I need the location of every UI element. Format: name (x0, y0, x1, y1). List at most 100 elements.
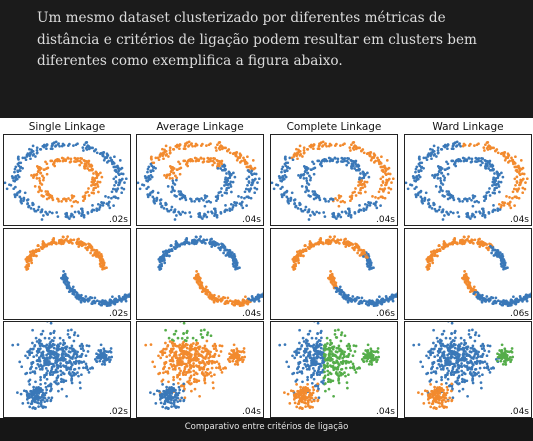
scatter-point (277, 174, 281, 178)
scatter-point (182, 362, 186, 366)
scatter-point (374, 200, 378, 204)
scatter-point (349, 149, 352, 152)
scatter-point (475, 160, 479, 163)
scatter-point (299, 203, 302, 206)
scatter-point (242, 358, 245, 362)
scatter-point (348, 146, 352, 149)
scatter-point (81, 146, 85, 149)
scatter-point (252, 167, 255, 171)
scatter-point (102, 151, 106, 154)
scatter-point (211, 344, 215, 348)
scatter-point (110, 158, 114, 162)
scatter-point (353, 144, 357, 147)
scatter-point (209, 371, 212, 374)
scatter-point (450, 159, 454, 163)
scatter-point (488, 194, 492, 197)
scatter-point (234, 263, 238, 267)
scatter-point (362, 255, 365, 258)
scatter-point (422, 166, 425, 170)
scatter-point (473, 291, 477, 294)
scatter-point (481, 244, 485, 248)
scatter-point (68, 217, 71, 220)
scatter-point (446, 244, 449, 248)
scatter-point (47, 352, 50, 355)
scatter-point (83, 194, 87, 197)
scatter-point (513, 177, 517, 181)
scatter-point (295, 256, 299, 259)
scatter-point (167, 380, 170, 384)
scatter-point (328, 142, 332, 146)
scatter-point (378, 295, 381, 299)
scatter-point (64, 352, 67, 356)
scatter-point (116, 196, 120, 200)
scatter-point (432, 154, 436, 157)
scatter-point (233, 362, 237, 366)
scatter-point (344, 245, 348, 248)
scatter-point (439, 179, 443, 183)
scatter-point (418, 158, 421, 161)
scatter-point (360, 296, 364, 300)
scatter-point (247, 297, 251, 301)
scatter-point (71, 371, 75, 374)
scatter-point (171, 188, 175, 192)
scatter-point (216, 159, 220, 163)
scatter-point (364, 190, 367, 194)
scatter-point (13, 167, 17, 171)
scatter-point (438, 165, 442, 169)
scatter-point (466, 278, 470, 282)
scatter-point (425, 158, 429, 162)
scatter-point (198, 278, 202, 282)
scatter-point (285, 195, 289, 199)
scatter-point (4, 181, 7, 185)
scatter-point (81, 209, 84, 213)
scatter-point (211, 355, 214, 358)
scatter-point (70, 344, 74, 348)
scatter-point (467, 239, 471, 243)
scatter-point (216, 300, 220, 303)
scatter-point (220, 194, 224, 197)
scatter-point (303, 244, 307, 247)
scatter-point (200, 286, 204, 290)
scatter-point (45, 172, 49, 176)
scatter-point (184, 350, 188, 354)
scatter-point (29, 157, 32, 161)
scatter-point (215, 349, 218, 352)
scatter-point (195, 380, 198, 384)
scatter-point (36, 363, 40, 366)
scatter-point (30, 261, 34, 265)
scatter-point (488, 187, 491, 190)
scatter-point (368, 201, 372, 205)
scatter-point (182, 322, 186, 325)
scatter-point (50, 338, 54, 342)
scatter-point (190, 241, 194, 245)
scatter-point (246, 183, 249, 187)
scatter-point (166, 209, 170, 213)
scatter-point (33, 209, 37, 213)
scatter-point (98, 206, 102, 209)
scatter-point (525, 299, 529, 303)
scatter-point (361, 251, 364, 254)
scatter-point (168, 386, 171, 389)
scatter-point (39, 375, 42, 379)
scatter-point (488, 242, 491, 246)
scatter-point (39, 171, 43, 175)
scatter-point (329, 157, 332, 160)
scatter-point (513, 302, 516, 305)
scatter-point (441, 183, 445, 186)
scatter-point (97, 349, 101, 352)
scatter-point (282, 177, 286, 181)
scatter-point (189, 348, 193, 351)
scatter-point (210, 374, 213, 378)
scatter-point (292, 264, 296, 267)
scatter-point (48, 344, 51, 348)
scatter-point (463, 157, 466, 160)
scatter-point (169, 394, 173, 398)
scatter-point (43, 336, 47, 340)
scatter-point (242, 156, 245, 160)
scatter-point (124, 293, 127, 297)
scatter-point (215, 215, 219, 219)
scatter-point (78, 163, 82, 167)
scatter-point (117, 173, 121, 177)
scatter-point (365, 180, 369, 184)
scatter-point (54, 356, 58, 360)
